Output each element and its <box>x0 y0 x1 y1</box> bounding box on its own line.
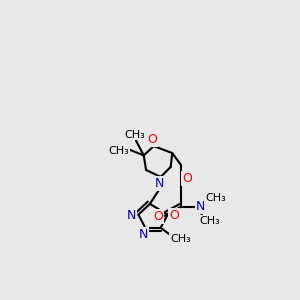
Text: O: O <box>153 210 163 223</box>
Text: N: N <box>138 228 148 241</box>
Text: CH₃: CH₃ <box>205 193 226 203</box>
Text: N: N <box>154 177 164 190</box>
Text: CH₃: CH₃ <box>124 130 145 140</box>
Text: N: N <box>196 200 206 213</box>
Text: O: O <box>147 134 157 146</box>
Text: N: N <box>127 209 136 222</box>
Text: CH₃: CH₃ <box>170 234 191 244</box>
Text: O: O <box>169 209 179 222</box>
Text: O: O <box>182 172 192 185</box>
Text: CH₃: CH₃ <box>109 146 130 156</box>
Text: CH₃: CH₃ <box>200 216 220 226</box>
